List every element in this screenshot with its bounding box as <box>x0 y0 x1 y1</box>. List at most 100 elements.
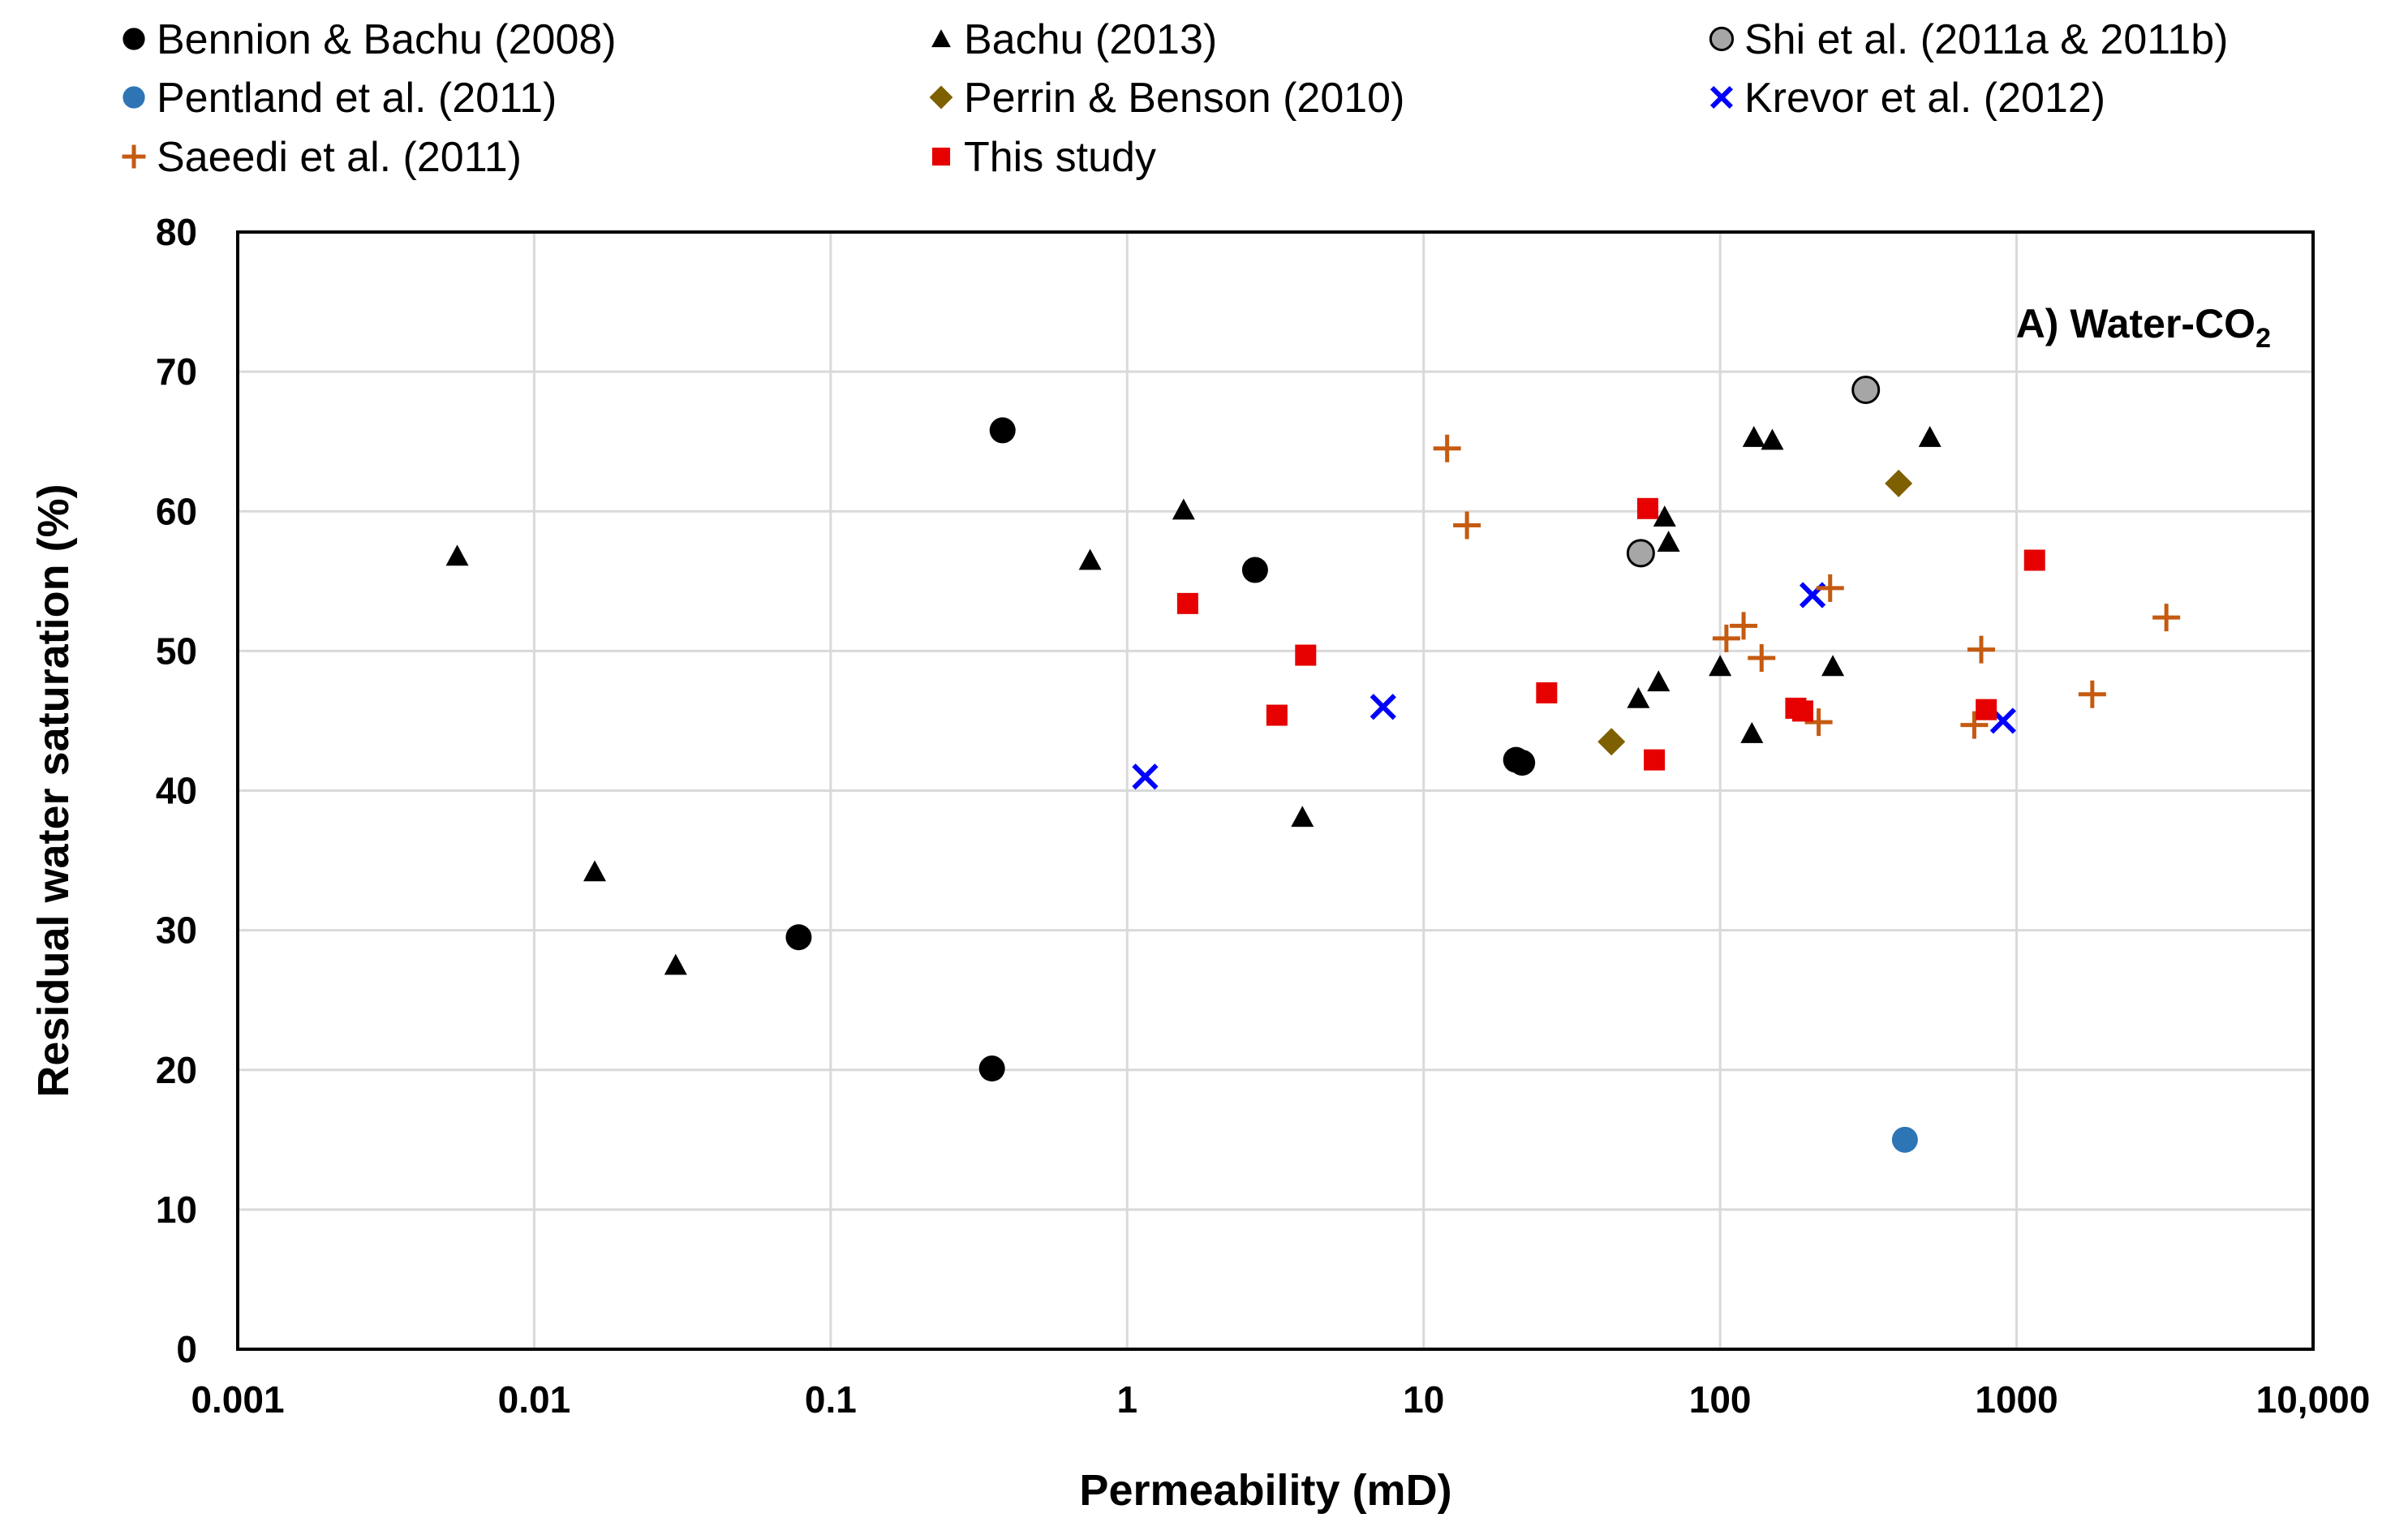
data-point <box>1653 505 1676 527</box>
legend-label: Bachu (2013) <box>964 16 1217 63</box>
data-point <box>1918 426 1941 447</box>
data-point <box>1266 704 1288 726</box>
series-7 <box>1176 497 2045 771</box>
legend-marker <box>123 28 145 50</box>
data-point <box>1453 511 1481 540</box>
series-2 <box>1626 376 1881 568</box>
data-point <box>1509 750 1536 776</box>
data-point <box>1891 1126 1918 1153</box>
data-point <box>1536 682 1558 704</box>
data-point <box>1295 644 1317 666</box>
legend-label: This study <box>964 134 1156 181</box>
y-tick-label: 80 <box>156 211 197 253</box>
data-point <box>1644 749 1666 771</box>
data-point <box>1078 548 1102 570</box>
x-tick-label: 10,000 <box>2256 1378 2371 1421</box>
annotation-subscript: 2 <box>2255 323 2271 354</box>
x-tick-label: 100 <box>1689 1378 1752 1421</box>
data-point <box>2152 604 2181 632</box>
panel-annotation: A) Water-CO2 <box>2016 301 2271 354</box>
series-6 <box>1433 434 2181 739</box>
data-point <box>664 953 687 975</box>
data-point <box>1241 557 1268 583</box>
legend-item: Bachu (2013) <box>931 16 1217 63</box>
x-tick-labels: 0.001 0.01 0.1 1 10 100 1000 10,000 <box>191 1378 2370 1421</box>
series-0 <box>785 417 1536 1082</box>
data-point <box>1712 624 1740 652</box>
legend-marker <box>929 85 953 110</box>
data-point <box>1132 763 1159 790</box>
data-point <box>1960 711 1989 739</box>
y-axis-title: Residual water saturation (%) <box>29 484 78 1097</box>
data-point <box>785 924 812 951</box>
legend-label: Pentland et al. (2011) <box>157 75 557 122</box>
x-tick-label: 10 <box>1403 1378 1444 1421</box>
data-point <box>1967 635 1996 664</box>
data-point <box>1291 806 1314 828</box>
data-markers <box>445 376 2181 1153</box>
x-tick-label: 0.01 <box>498 1378 571 1421</box>
data-point <box>1627 686 1650 708</box>
legend-marker <box>1709 85 1734 110</box>
data-point <box>1742 426 1765 447</box>
legend-item: Bennion & Bachu (2008) <box>123 16 617 63</box>
data-point <box>1626 539 1655 568</box>
x-tick-label: 0.001 <box>191 1378 284 1421</box>
legend-label: Perrin & Benson (2010) <box>964 75 1404 122</box>
x-tick-label: 1 <box>1116 1378 1137 1421</box>
legend-item: Pentland et al. (2011) <box>123 75 557 122</box>
legend-item: This study <box>931 134 1156 181</box>
legend-item: Saeedi et al. (2011) <box>122 134 522 181</box>
data-point <box>1851 376 1881 405</box>
data-point <box>1597 728 1626 756</box>
data-point <box>978 1056 1005 1082</box>
legend-label: Shi et al. (2011a & 2011b) <box>1744 16 2228 63</box>
legend-marker <box>1709 26 1735 52</box>
data-point <box>989 417 1016 444</box>
data-point <box>1657 531 1680 553</box>
legend-marker <box>931 147 951 166</box>
gridlines <box>238 232 2313 1349</box>
annotation-main: A) Water-CO <box>2016 301 2255 346</box>
series-1 <box>445 426 1941 975</box>
data-point <box>1885 469 1913 497</box>
y-tick-label: 60 <box>156 490 197 532</box>
data-point <box>1816 574 1844 602</box>
x-tick-label: 1000 <box>1975 1378 2058 1421</box>
y-tick-label: 30 <box>156 909 197 952</box>
x-tick-label: 0.1 <box>805 1378 857 1421</box>
y-tick-label: 70 <box>156 350 197 393</box>
legend-item: Shi et al. (2011a & 2011b) <box>1709 16 2228 63</box>
data-point <box>1172 498 1195 520</box>
data-point <box>1370 694 1396 720</box>
series-5 <box>1132 582 2016 790</box>
legend-marker <box>931 29 951 48</box>
legend-item: Perrin & Benson (2010) <box>929 75 1404 122</box>
y-tick-label: 10 <box>156 1189 197 1231</box>
data-point <box>1176 592 1198 614</box>
data-point <box>1748 643 1776 672</box>
legend-label: Krevor et al. (2012) <box>1744 75 2105 122</box>
series-3 <box>1891 1126 1918 1153</box>
data-point <box>2023 549 2045 571</box>
data-point <box>1976 699 1997 720</box>
data-point <box>1821 655 1845 677</box>
series-4 <box>1597 469 1913 756</box>
data-point <box>1433 434 1461 462</box>
data-point <box>583 860 607 882</box>
data-point <box>1740 721 1764 743</box>
data-point <box>1804 708 1833 737</box>
data-point <box>1709 655 1732 677</box>
y-tick-label: 40 <box>156 770 197 812</box>
data-point <box>1636 497 1658 519</box>
data-point <box>445 544 469 566</box>
y-tick-label: 0 <box>176 1328 197 1370</box>
y-tick-labels: 0 10 20 30 40 50 60 70 80 <box>156 211 197 1370</box>
legend-label: Saeedi et al. (2011) <box>157 134 522 181</box>
legend-item: Krevor et al. (2012) <box>1709 75 2105 122</box>
legend-marker <box>122 144 146 169</box>
legend-label: Bennion & Bachu (2008) <box>157 16 617 63</box>
data-point <box>1647 670 1671 692</box>
data-point <box>1792 700 1814 722</box>
